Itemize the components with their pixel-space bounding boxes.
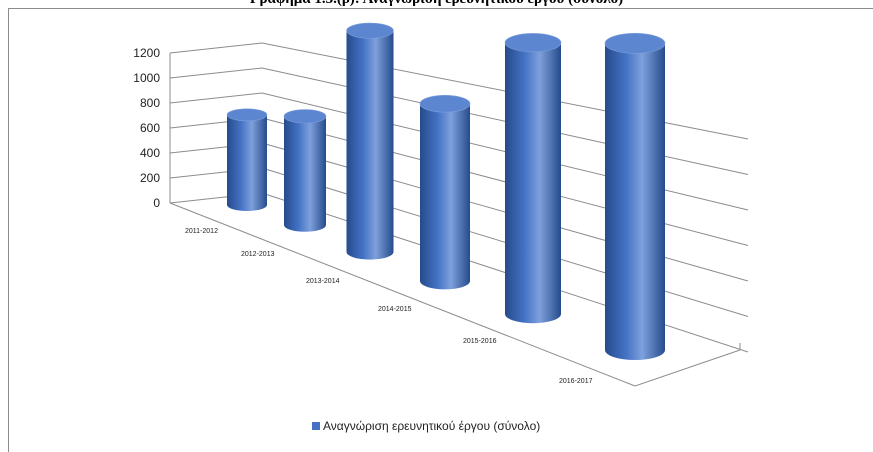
y-tick-label: 600 [140, 121, 160, 135]
legend-swatch [312, 422, 320, 430]
chart-area-border [8, 8, 873, 452]
bar-2012-2013 [283, 109, 327, 232]
gridline-left [169, 67, 263, 79]
y-tick-label: 800 [140, 96, 160, 110]
y-tick-label: 0 [153, 196, 160, 210]
bar-2013-2014 [346, 22, 394, 260]
x-tick-label: 2013-2014 [306, 278, 340, 285]
x-axis-front [169, 202, 636, 387]
x-tick-label: 2015-2016 [463, 338, 497, 345]
y-tick-label: 1200 [133, 46, 160, 60]
bar-top [419, 95, 471, 113]
bar-2016-2017 [604, 33, 666, 360]
bar-top [283, 109, 327, 124]
bar-top [504, 33, 562, 53]
x-tick-label: 2014-2015 [378, 306, 412, 313]
bar-body [420, 103, 470, 290]
bar-body [346, 30, 394, 260]
bar-2014-2015 [419, 95, 471, 290]
gridline-left [169, 42, 263, 54]
bar-body [227, 114, 267, 211]
y-tick-label: 200 [140, 171, 160, 185]
legend-label: Αναγνώριση ερευνητικού έργου (σύνολο) [323, 419, 541, 433]
bar-top [604, 33, 666, 54]
bar-2011-2012 [226, 108, 268, 211]
legend: Αναγνώριση ερευνητικού έργου (σύνολο) [312, 418, 540, 434]
bar-body [605, 43, 665, 360]
y-tick-label: 400 [140, 146, 160, 160]
chart-title: Γράφημα 1.3.(β): Αναγνώριση ερευνητικού … [0, 0, 873, 8]
y-tick-label: 1000 [133, 71, 160, 85]
bar-top [226, 108, 268, 122]
x-tick-label: 2016-2017 [559, 378, 593, 385]
x-axis-right [634, 349, 741, 387]
bar-body [284, 116, 326, 232]
bar-body [505, 42, 561, 324]
bar-top [346, 22, 394, 39]
x-tick-label: 2011-2012 [185, 228, 218, 235]
bar-2015-2016 [504, 33, 562, 324]
gridline-left [169, 92, 263, 104]
x-tick-label: 2012-2013 [241, 251, 275, 258]
